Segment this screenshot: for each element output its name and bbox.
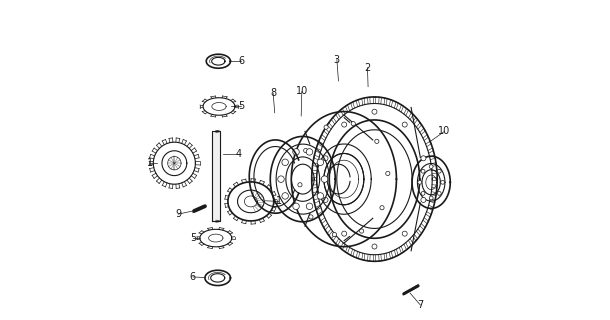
Ellipse shape [306,149,313,155]
Ellipse shape [372,109,377,114]
Ellipse shape [282,159,289,165]
Polygon shape [212,131,220,221]
Ellipse shape [282,193,289,199]
Ellipse shape [359,229,364,233]
Ellipse shape [429,165,433,169]
Ellipse shape [293,203,300,210]
Ellipse shape [306,203,313,210]
Ellipse shape [317,193,324,199]
Ellipse shape [421,197,426,203]
Ellipse shape [386,171,390,176]
Ellipse shape [437,191,441,195]
Ellipse shape [323,197,328,203]
Ellipse shape [298,183,302,187]
Ellipse shape [380,206,384,210]
Text: 9: 9 [175,209,181,219]
Ellipse shape [342,231,346,236]
Ellipse shape [304,148,308,153]
Ellipse shape [421,156,426,161]
Ellipse shape [429,196,433,200]
Ellipse shape [402,231,407,236]
Ellipse shape [351,122,356,126]
Ellipse shape [323,156,328,161]
Ellipse shape [332,232,337,237]
Text: 4: 4 [235,148,242,159]
Ellipse shape [293,149,300,155]
Ellipse shape [437,169,441,173]
Text: 5: 5 [190,233,196,243]
Text: 10: 10 [439,126,451,136]
Text: 2: 2 [364,63,370,73]
Ellipse shape [317,159,324,165]
Ellipse shape [421,169,425,173]
Ellipse shape [375,139,379,143]
Text: 8: 8 [270,88,276,98]
Ellipse shape [321,176,328,182]
Text: 1: 1 [276,196,282,206]
Ellipse shape [342,122,346,127]
Ellipse shape [421,191,425,195]
Ellipse shape [402,122,407,127]
Ellipse shape [309,215,313,219]
Ellipse shape [278,176,284,182]
Ellipse shape [441,180,445,184]
Ellipse shape [324,125,328,129]
Ellipse shape [418,180,422,184]
Text: 6: 6 [190,272,196,282]
Text: 10: 10 [296,86,308,97]
Text: 3: 3 [334,55,340,65]
Text: 7: 7 [417,300,423,310]
Text: 6: 6 [239,56,245,66]
Ellipse shape [372,244,377,249]
Text: 5: 5 [238,101,245,111]
Text: 1: 1 [146,158,152,168]
